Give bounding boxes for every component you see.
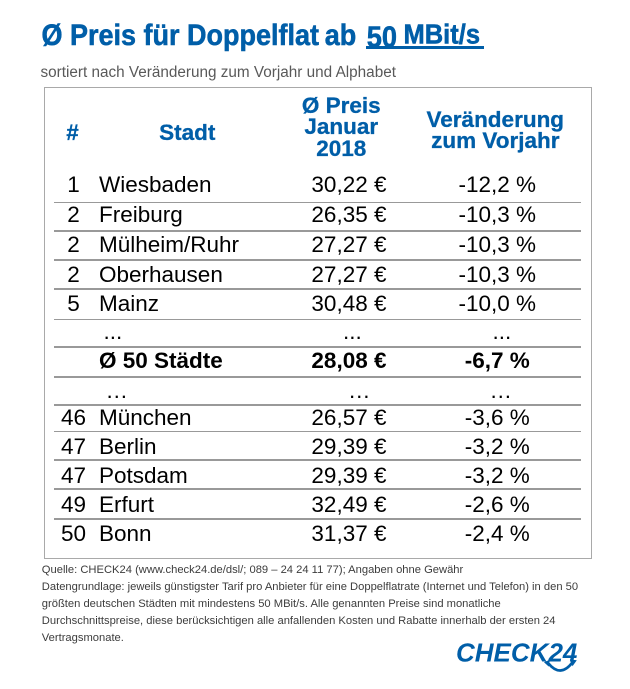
svg-text:CHECK24: CHECK24 [456,637,578,667]
